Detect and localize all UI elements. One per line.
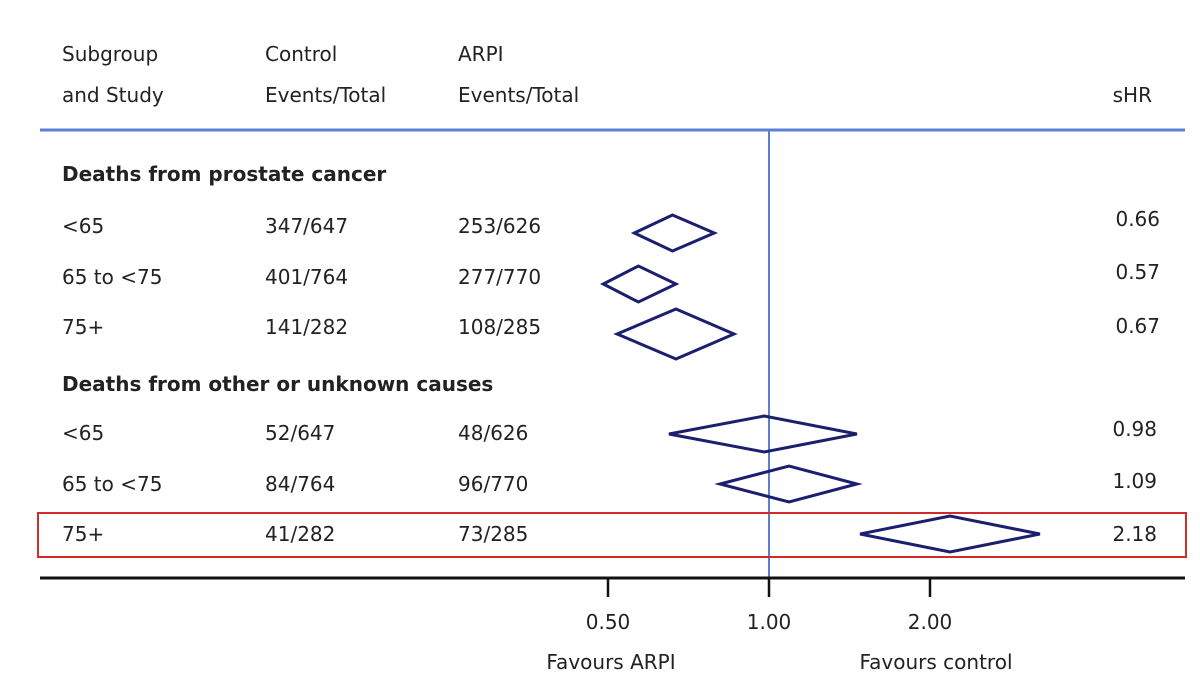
header-arpi-line1: ARPI xyxy=(458,42,504,66)
row-shr: 0.66 xyxy=(1115,207,1160,231)
row-shr: 0.98 xyxy=(1112,417,1157,441)
row-texts: <65 347/647 253/626 0.66 65 to <75 401/7… xyxy=(62,207,1160,546)
header-arpi-line2: Events/Total xyxy=(458,83,579,107)
x-tick-label: 0.50 xyxy=(586,610,631,634)
section-title-prostate: Deaths from prostate cancer xyxy=(62,162,386,186)
row-arpi: 277/770 xyxy=(458,265,541,289)
header-subgroup-line2: and Study xyxy=(62,83,164,107)
row-label: <65 xyxy=(62,421,104,445)
header-shr: sHR xyxy=(1113,83,1152,107)
diamond-marker xyxy=(600,264,680,304)
row-shr: 0.57 xyxy=(1115,260,1160,284)
section-title-other: Deaths from other or unknown causes xyxy=(62,372,493,396)
diamond-markers xyxy=(600,213,1041,554)
row-control: 84/764 xyxy=(265,472,335,496)
row-control: 41/282 xyxy=(265,522,335,546)
row-control: 401/764 xyxy=(265,265,348,289)
row-shr: 0.67 xyxy=(1115,314,1160,338)
header-control-line1: Control xyxy=(265,42,337,66)
row-shr: 2.18 xyxy=(1112,522,1157,546)
diamond-marker xyxy=(859,514,1041,554)
row-control: 347/647 xyxy=(265,214,348,238)
row-control: 52/647 xyxy=(265,421,335,445)
header-control-line2: Events/Total xyxy=(265,83,386,107)
row-arpi: 108/285 xyxy=(458,315,541,339)
diamond-marker xyxy=(714,464,863,504)
row-arpi: 96/770 xyxy=(458,472,528,496)
x-tick-label: 2.00 xyxy=(908,610,953,634)
diamond-marker xyxy=(630,213,719,253)
row-control: 141/282 xyxy=(265,315,348,339)
row-label: 75+ xyxy=(62,315,104,339)
highlight-box-row xyxy=(37,512,1187,558)
row-label: 65 to <75 xyxy=(62,265,162,289)
header-subgroup-line1: Subgroup xyxy=(62,42,158,66)
row-arpi: 73/285 xyxy=(458,522,528,546)
diamond-marker xyxy=(613,307,738,361)
favours-arpi-label: Favours ARPI xyxy=(546,650,675,674)
row-label: 75+ xyxy=(62,522,104,546)
row-arpi: 48/626 xyxy=(458,421,528,445)
diamond-marker xyxy=(668,414,858,454)
row-shr: 1.09 xyxy=(1112,469,1157,493)
x-tick-label: 1.00 xyxy=(747,610,792,634)
row-label: <65 xyxy=(62,214,104,238)
row-arpi: 253/626 xyxy=(458,214,541,238)
row-label: 65 to <75 xyxy=(62,472,162,496)
favours-control-label: Favours control xyxy=(860,650,1013,674)
x-axis-ticks: 0.50 1.00 2.00 xyxy=(586,578,953,634)
